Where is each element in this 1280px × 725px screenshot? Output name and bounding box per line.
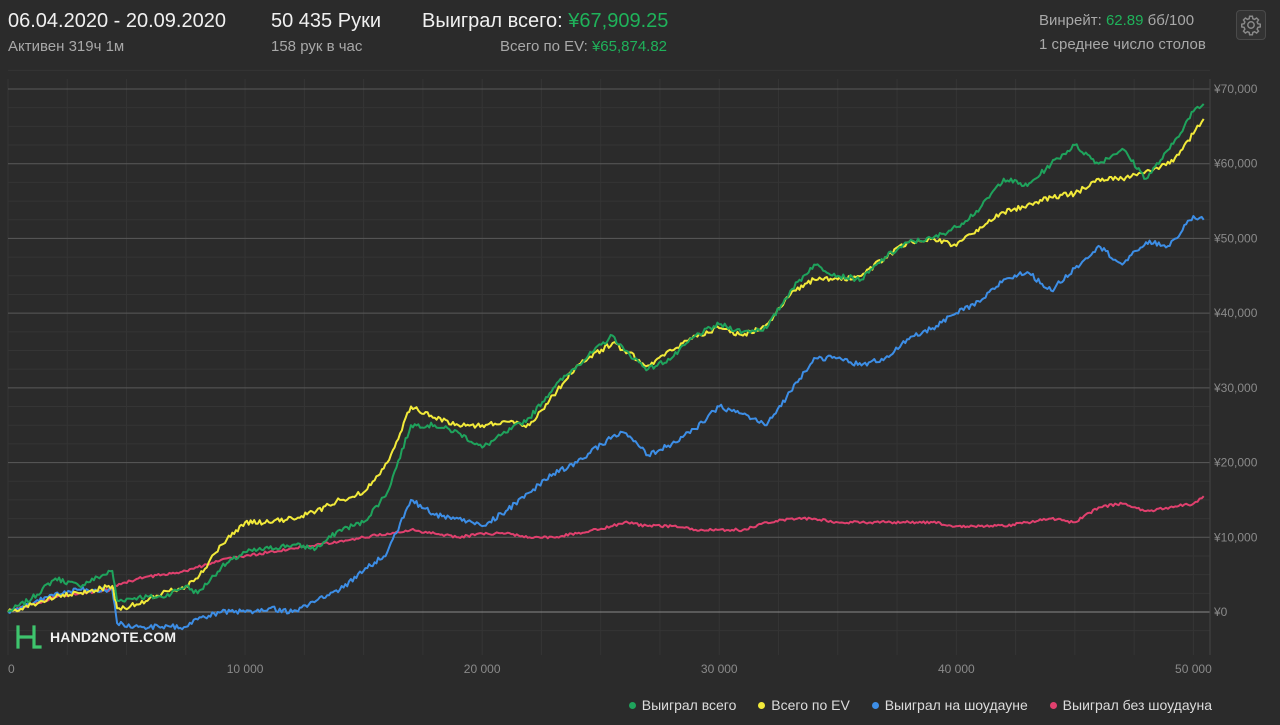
y-tick-label: ¥10,000 — [1213, 530, 1258, 544]
gear-icon — [1241, 15, 1261, 36]
legend-dot — [758, 701, 766, 709]
hands-count: 50 435 Руки — [271, 10, 381, 32]
legend-label: Выиграл без шоудауна — [1062, 697, 1212, 713]
header: 06.04.2020 - 20.09.2020 Активен 319ч 1м … — [0, 0, 1280, 80]
ev-total-label: Всего по EV: — [500, 38, 588, 55]
series-line-0 — [7, 103, 1205, 613]
avg-tables: 1 среднее число столов — [1039, 36, 1206, 53]
series-line-3 — [7, 495, 1205, 613]
legend-label: Всего по EV — [771, 697, 850, 713]
won-total: Выиграл всего: ¥67,909.25 — [422, 10, 668, 33]
ev-total: Всего по EV: ¥65,874.82 — [500, 38, 667, 55]
x-tick-label: 40 000 — [938, 662, 975, 676]
winrate-label: Винрейт: — [1039, 12, 1102, 29]
hand2note-logo-icon — [16, 625, 42, 649]
legend-item-won-total[interactable]: Выиграл всего — [628, 697, 737, 713]
settings-button[interactable] — [1236, 10, 1266, 40]
x-tick-label: 20 000 — [464, 662, 501, 676]
y-tick-label: ¥50,000 — [1213, 231, 1258, 245]
x-tick-label: 50 000 — [1175, 662, 1212, 676]
series-line-2 — [7, 215, 1205, 631]
y-tick-label: ¥40,000 — [1213, 306, 1258, 320]
legend-dot — [1049, 701, 1057, 709]
x-tick-label: 10 000 — [227, 662, 264, 676]
y-tick-label: ¥30,000 — [1213, 381, 1258, 395]
y-tick-label: ¥60,000 — [1213, 157, 1258, 171]
chart-grid — [7, 69, 1211, 655]
y-axis-ticks: ¥0 ¥10,000 ¥20,000 ¥30,000 ¥40,000 ¥50,000 ¥60… — [1213, 82, 1258, 619]
legend-item-non-showdown[interactable]: Выиграл без шоудауна — [1049, 697, 1212, 713]
legend-dot — [871, 701, 879, 709]
won-total-label: Выиграл всего: — [422, 10, 563, 32]
legend-label: Выиграл всего — [641, 697, 737, 713]
legend-item-ev-total[interactable]: Всего по EV — [758, 697, 850, 713]
legend-item-showdown[interactable]: Выиграл на шоудауне — [871, 697, 1028, 713]
winrate: Винрейт: 62.89 бб/100 — [1039, 12, 1194, 29]
hands-per-hour: 158 рук в час — [271, 38, 363, 55]
chart-legend: Выиграл всего Всего по EV Выиграл на шоу… — [611, 697, 1212, 713]
date-range[interactable]: 06.04.2020 - 20.09.2020 — [8, 10, 226, 32]
x-tick-label: 30 000 — [701, 662, 738, 676]
chart-lines — [7, 103, 1205, 631]
winrate-unit: бб/100 — [1147, 12, 1195, 29]
series-line-1 — [7, 118, 1205, 613]
hand2note-logo: HAND2NOTE.COM — [14, 622, 176, 652]
y-tick-label: ¥20,000 — [1213, 456, 1258, 470]
active-time: Активен 319ч 1м — [8, 38, 125, 55]
winrate-value: 62.89 — [1105, 12, 1144, 29]
y-tick-label: ¥0 — [1213, 605, 1228, 619]
logo-text: HAND2NOTE.COM — [50, 629, 177, 645]
ev-total-value: ¥65,874.82 — [591, 38, 668, 55]
x-tick-label: 0 — [8, 662, 15, 676]
legend-label: Выиграл на шоудауне — [884, 697, 1028, 713]
won-total-value: ¥67,909.25 — [568, 10, 669, 32]
x-axis-ticks: 0 10 000 20 000 30 000 40 000 50 000 — [8, 662, 1212, 676]
y-tick-label: ¥70,000 — [1213, 82, 1258, 96]
legend-dot — [628, 701, 636, 709]
